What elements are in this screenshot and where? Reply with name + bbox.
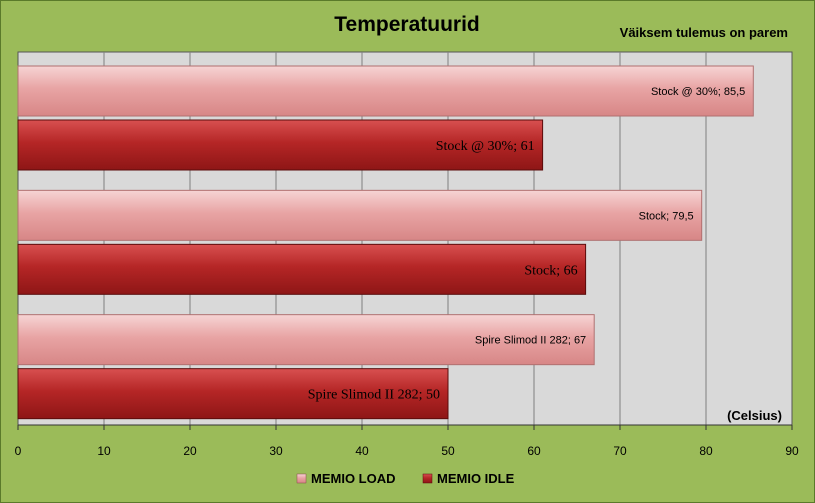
bar-label-idle: Spire Slimod II 282; 50 — [308, 388, 440, 403]
bar-idle — [17, 368, 449, 420]
x-tick-label: 50 — [441, 444, 455, 458]
x-tick-label: 70 — [613, 444, 627, 458]
x-tick-label: 90 — [785, 444, 799, 458]
bar-label-load: Spire Slimod II 282; 67 — [475, 335, 586, 347]
bar-label-idle: Stock; 66 — [524, 263, 577, 278]
x-tick-label: 40 — [355, 444, 369, 458]
x-tick-label: 60 — [527, 444, 541, 458]
bar-load — [17, 189, 703, 241]
bar-label-idle: Stock @ 30%; 61 — [436, 139, 535, 154]
bar-load — [17, 314, 595, 366]
bar-load — [17, 65, 754, 117]
x-axis-ticks: 0 10 20 30 40 50 60 70 80 90 — [15, 425, 799, 458]
legend: MEMIO LOAD MEMIO IDLE — [296, 471, 515, 486]
bars — [17, 65, 754, 420]
x-tick-label: 10 — [97, 444, 111, 458]
x-tick-label: 80 — [699, 444, 713, 458]
x-tick-label: 20 — [183, 444, 197, 458]
chart-title: Temperatuurid — [334, 13, 479, 36]
legend-swatch-load — [296, 473, 307, 484]
bar-labels: Stock @ 30%; 85,5 Stock @ 30%; 61 Stock; 7… — [308, 86, 746, 403]
bar-idle — [17, 243, 587, 295]
unit-label: (Celsius) — [727, 408, 782, 423]
x-tick-label: 30 — [269, 444, 283, 458]
bar-label-load: Stock @ 30%; 85,5 — [651, 86, 745, 98]
legend-swatch-idle — [422, 473, 433, 484]
bar-label-load: Stock; 79,5 — [639, 210, 694, 222]
chart-subtitle: Väiksem tulemus on parem — [620, 25, 788, 40]
legend-label-load: MEMIO LOAD — [311, 471, 396, 486]
legend-label-idle: MEMIO IDLE — [437, 471, 515, 486]
bar-idle — [17, 119, 544, 171]
x-tick-label: 0 — [15, 444, 22, 458]
